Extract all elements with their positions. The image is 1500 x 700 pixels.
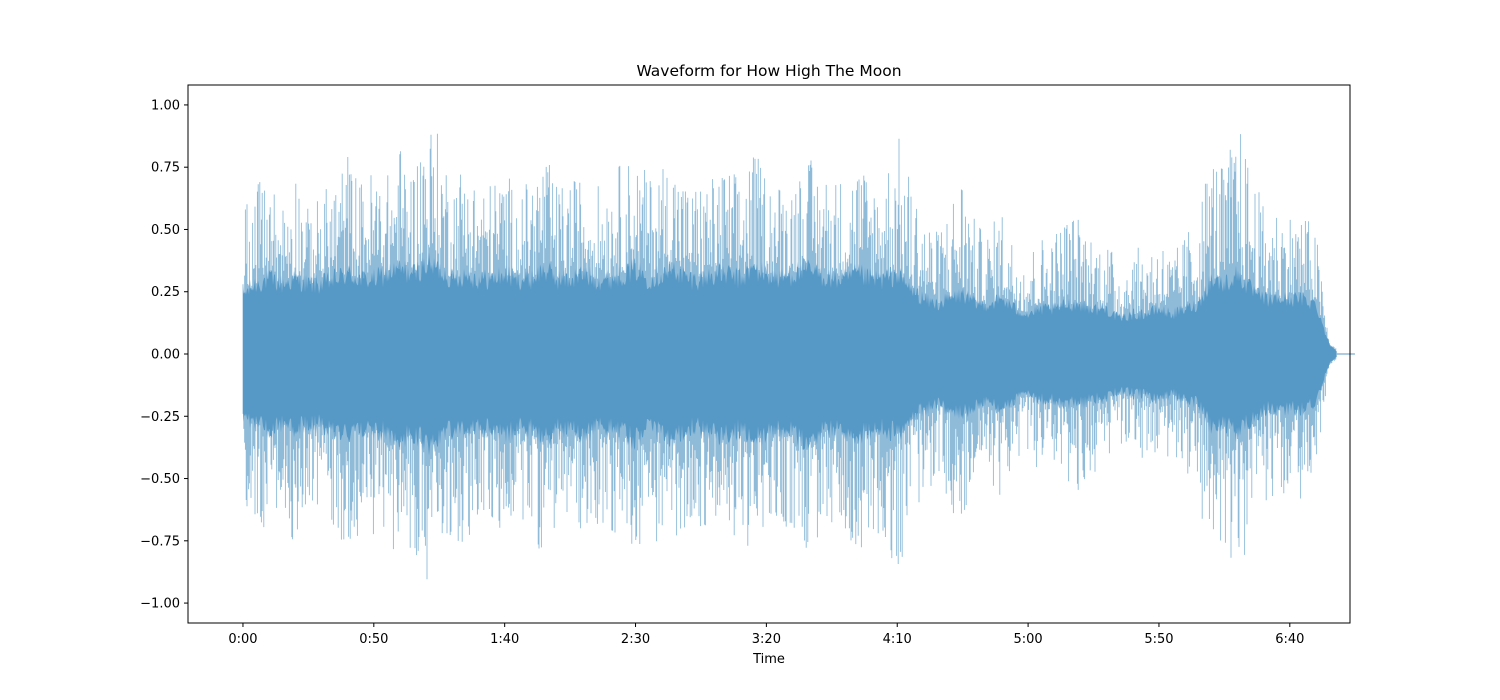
y-tick-label: −0.50 xyxy=(140,472,180,487)
x-tick-label: 6:40 xyxy=(1275,632,1304,647)
x-tick-label: 5:00 xyxy=(1013,632,1042,647)
y-tick-label: −0.75 xyxy=(140,534,180,549)
chart-title: Waveform for How High The Moon xyxy=(636,62,901,80)
x-tick-label: 5:50 xyxy=(1144,632,1173,647)
x-axis: 0:00 0:50 1:40 2:30 3:20 4:10 5:00 5:50 6:40 xyxy=(228,623,1304,647)
x-tick-label: 2:30 xyxy=(621,632,650,647)
x-tick-label: 0:00 xyxy=(228,632,257,647)
y-tick-label: 0.50 xyxy=(151,223,180,238)
y-axis: 1.00 0.75 0.50 0.25 0.00 −0.25 −0.50 −0.75 −1.00 xyxy=(140,98,188,612)
waveform-spikes xyxy=(242,133,1338,580)
plot-area xyxy=(242,133,1355,580)
y-tick-label: −1.00 xyxy=(140,597,180,612)
y-tick-label: 0.00 xyxy=(151,348,180,363)
y-tick-label: −0.25 xyxy=(140,410,180,425)
x-axis-label: Time xyxy=(752,652,785,667)
x-tick-label: 0:50 xyxy=(359,632,388,647)
x-tick-label: 3:20 xyxy=(752,632,781,647)
x-tick-label: 4:10 xyxy=(883,632,912,647)
y-tick-label: 0.25 xyxy=(151,285,180,300)
x-tick-label: 1:40 xyxy=(490,632,519,647)
y-tick-label: 0.75 xyxy=(151,161,180,176)
y-tick-label: 1.00 xyxy=(151,98,180,113)
